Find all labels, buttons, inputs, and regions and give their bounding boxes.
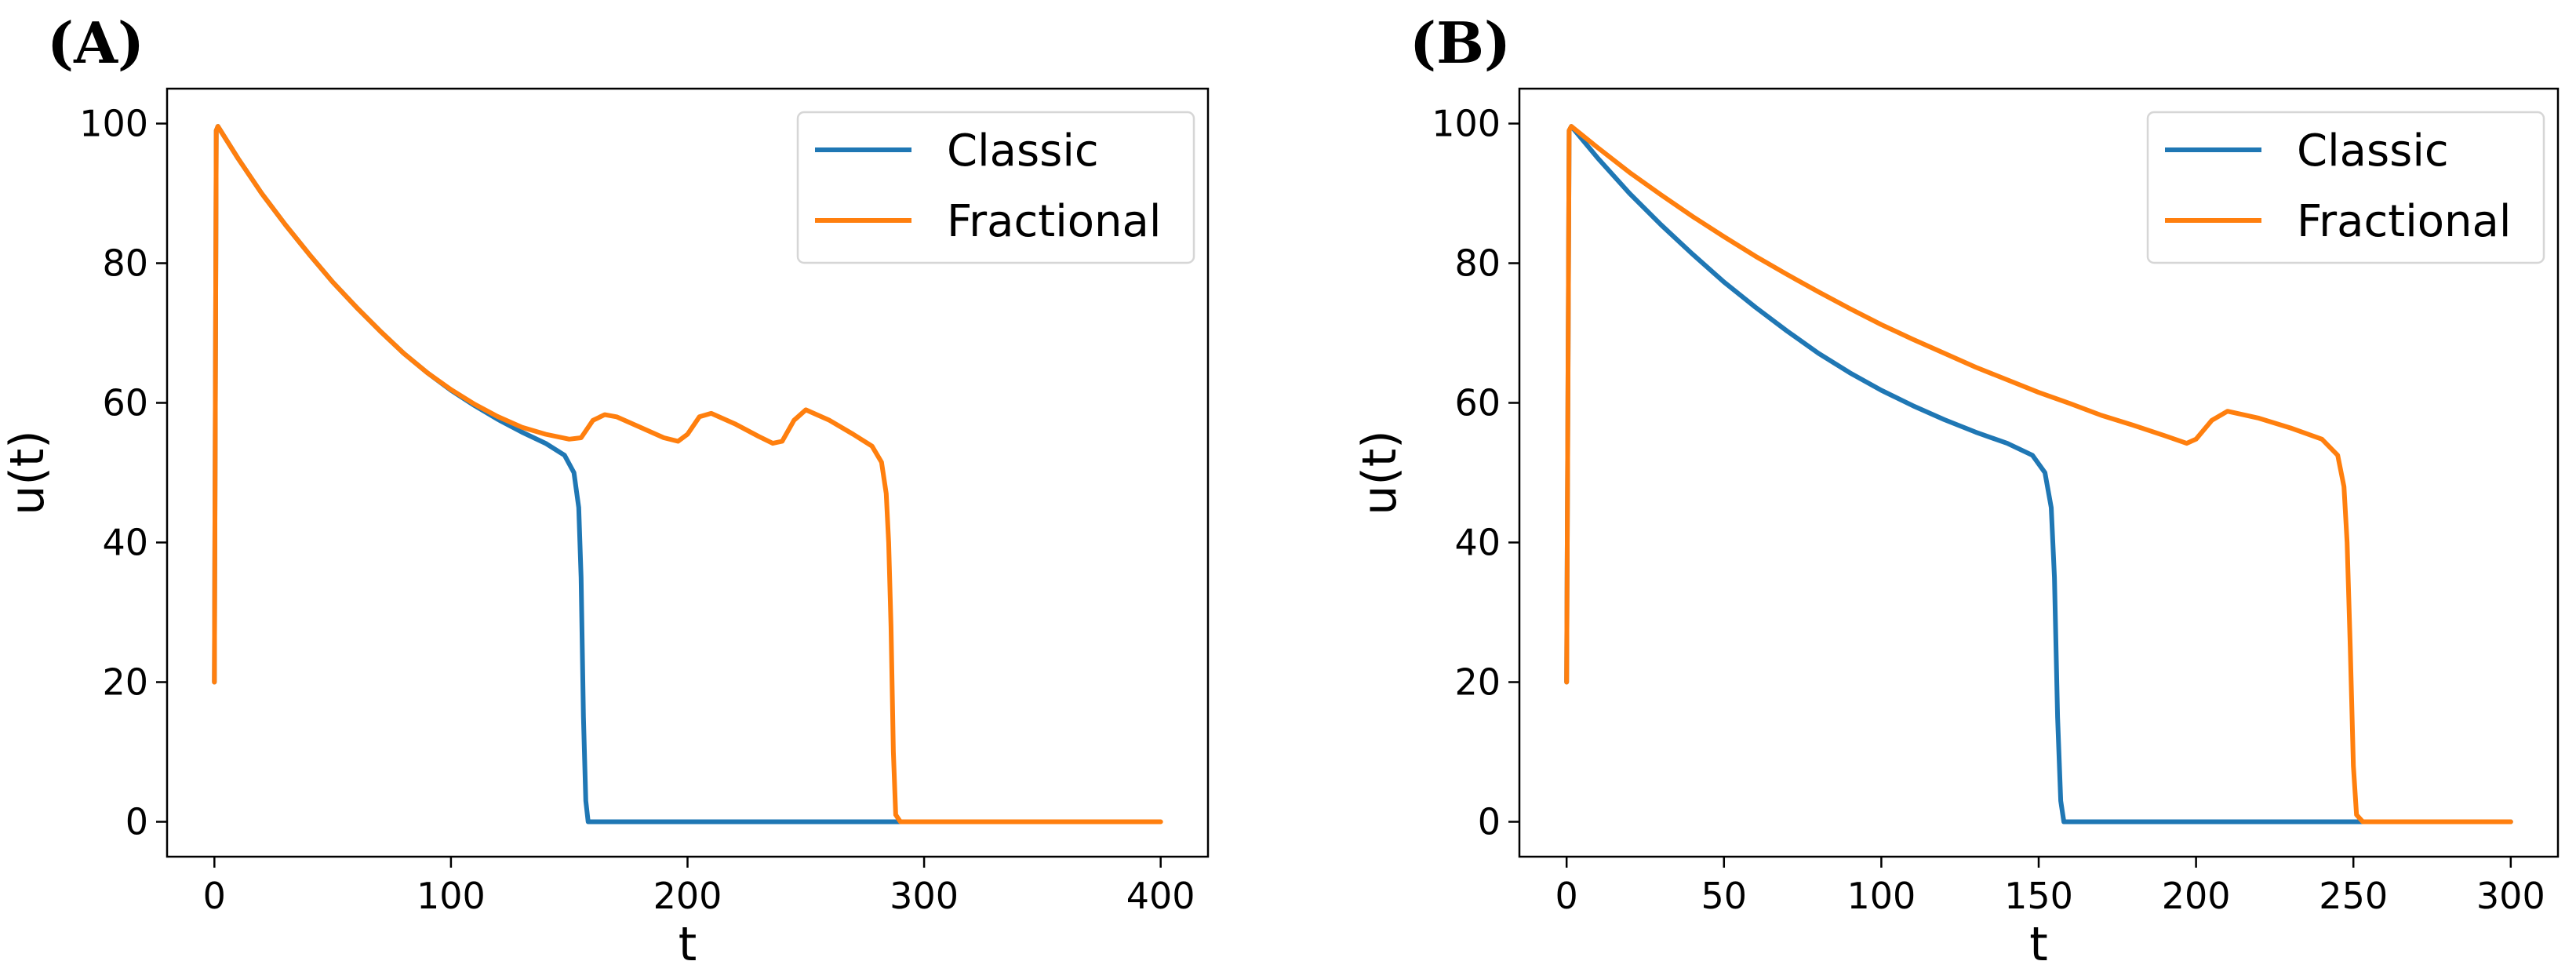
x-tick-label: 250 bbox=[2319, 875, 2388, 917]
x-axis-label: t bbox=[679, 917, 697, 972]
legend: Classic Fractional bbox=[2146, 111, 2545, 264]
chart-panel-b: (B) 0 50 100 150 200 250 300 0 20 40 60 80 100 t u(t) Cl… bbox=[1352, 9, 2560, 972]
x-tick-label: 0 bbox=[203, 875, 226, 917]
x-tick-label: 400 bbox=[1126, 875, 1195, 917]
x-tick-label: 100 bbox=[1846, 875, 1916, 917]
y-tick-label: 60 bbox=[1454, 382, 1501, 424]
y-tick-label: 40 bbox=[102, 522, 148, 564]
y-tick-label: 40 bbox=[1454, 522, 1501, 564]
y-tick-label: 60 bbox=[102, 382, 148, 424]
x-tick-label: 0 bbox=[1555, 875, 1578, 917]
x-tick-label: 300 bbox=[890, 875, 959, 917]
x-tick-label: 300 bbox=[2476, 875, 2545, 917]
y-tick-label: 80 bbox=[1454, 242, 1501, 285]
y-tick-label: 20 bbox=[102, 661, 148, 704]
y-axis-label: u(t) bbox=[1352, 430, 1407, 515]
y-tick-label: 20 bbox=[1454, 661, 1501, 704]
x-tick-label: 50 bbox=[1701, 875, 1748, 917]
y-tick-label: 100 bbox=[79, 103, 148, 145]
panel-label: (B) bbox=[1410, 9, 1511, 76]
series-line-classic bbox=[1564, 124, 2513, 825]
legend-label-classic: Classic bbox=[2297, 126, 2449, 177]
y-tick-label: 0 bbox=[126, 801, 148, 843]
y-axis-label: u(t) bbox=[0, 430, 55, 515]
x-tick-label: 150 bbox=[2004, 875, 2073, 917]
y-tick-label: 100 bbox=[1432, 103, 1501, 145]
legend: Classic Fractional bbox=[796, 111, 1195, 264]
series-line-fractional bbox=[1564, 124, 2513, 825]
legend-label-fractional: Fractional bbox=[2297, 196, 2511, 247]
legend-label-fractional: Fractional bbox=[947, 196, 1161, 247]
x-axis-label: t bbox=[2029, 917, 2048, 972]
y-tick-label: 80 bbox=[102, 242, 148, 285]
x-tick-label: 200 bbox=[653, 875, 722, 917]
x-tick-label: 100 bbox=[417, 875, 486, 917]
x-tick-label: 200 bbox=[2162, 875, 2231, 917]
y-tick-label: 0 bbox=[1478, 801, 1501, 843]
chart-panel-a: (A) 0 100 200 300 400 0 20 40 60 80 100 t u(t) Classic… bbox=[0, 9, 1210, 972]
panel-label: (A) bbox=[47, 9, 144, 76]
legend-label-classic: Classic bbox=[947, 126, 1099, 177]
series-line-fractional bbox=[212, 124, 1163, 825]
